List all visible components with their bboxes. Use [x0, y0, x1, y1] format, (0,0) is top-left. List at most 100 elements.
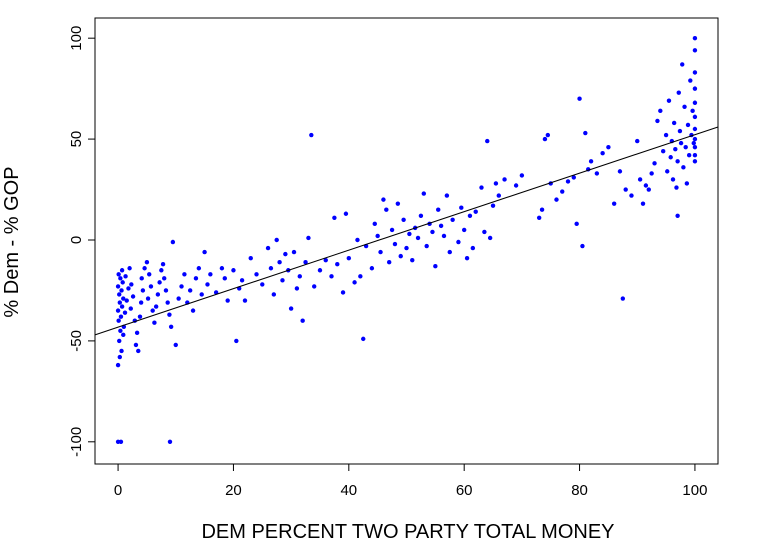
data-point [381, 197, 386, 202]
data-point [268, 266, 274, 271]
data-point [116, 272, 121, 277]
data-point [456, 239, 461, 245]
data-point [386, 259, 392, 265]
data-point [117, 338, 122, 344]
data-point [130, 294, 136, 299]
data-point [248, 255, 253, 261]
data-point [692, 144, 698, 150]
data-points [115, 35, 698, 445]
data-point [280, 278, 285, 283]
data-point [676, 90, 681, 95]
data-point [162, 276, 167, 281]
data-point [675, 159, 680, 164]
data-point [118, 328, 123, 334]
data-point [658, 108, 663, 114]
data-point [283, 251, 288, 257]
data-point [222, 276, 227, 281]
data-point [415, 235, 421, 241]
data-point [588, 159, 594, 164]
data-point [473, 209, 478, 214]
data-point [167, 312, 172, 317]
data-point [692, 100, 698, 105]
y-axis: -100 -50 0 50 100 [68, 26, 95, 457]
data-point [231, 268, 236, 273]
data-point [117, 354, 123, 360]
data-point [196, 266, 202, 271]
data-point [242, 298, 248, 303]
data-point [684, 181, 690, 186]
data-point [219, 266, 225, 271]
data-point [447, 249, 452, 255]
data-point [355, 237, 360, 243]
data-point [199, 292, 204, 297]
data-point [611, 201, 617, 206]
data-point [692, 114, 698, 120]
data-point [389, 227, 395, 233]
x-tick-label: 100 [682, 482, 707, 499]
data-point [260, 282, 265, 287]
data-point [668, 155, 673, 160]
data-point [666, 98, 672, 103]
data-point [686, 153, 692, 158]
data-point [190, 308, 196, 313]
y-tick-label: -50 [68, 330, 85, 352]
data-point [685, 122, 691, 128]
data-point [554, 197, 559, 202]
data-point [137, 314, 143, 319]
data-point [487, 235, 493, 241]
data-point [265, 245, 271, 251]
data-point [159, 268, 164, 273]
data-point [277, 259, 282, 265]
data-point [410, 257, 415, 263]
y-tick-label: 50 [68, 131, 85, 148]
data-point [182, 272, 187, 277]
data-point [138, 300, 144, 305]
data-point [577, 96, 582, 101]
data-point [142, 266, 147, 271]
data-point [352, 280, 357, 285]
data-point [118, 276, 123, 281]
data-point [115, 308, 121, 313]
data-point [600, 151, 605, 156]
data-point [670, 177, 676, 182]
data-point [208, 272, 213, 277]
data-point [343, 211, 349, 216]
data-point [155, 292, 161, 297]
data-point [407, 231, 412, 237]
data-point [640, 201, 646, 206]
data-point [637, 177, 643, 182]
data-point [147, 272, 152, 277]
data-point [323, 257, 328, 263]
data-point [485, 138, 490, 144]
data-point [294, 286, 300, 291]
data-point [692, 153, 698, 158]
data-point [170, 239, 176, 245]
data-point [134, 330, 140, 336]
data-point [372, 221, 377, 227]
x-axis-title: DEM PERCENT TWO PARTY TOTAL MONEY [201, 521, 614, 543]
y-tick-label: -100 [68, 427, 85, 457]
data-point [312, 284, 317, 289]
data-point [392, 241, 398, 247]
data-point [560, 189, 565, 194]
data-point [160, 262, 166, 267]
data-point [660, 148, 666, 154]
data-point [225, 298, 230, 303]
data-point [493, 181, 499, 186]
data-point [652, 161, 657, 166]
data-point [202, 249, 207, 255]
data-point [536, 215, 542, 220]
data-point [173, 342, 178, 348]
data-point [683, 144, 688, 150]
data-point [129, 282, 134, 287]
data-point [655, 118, 660, 124]
data-point [433, 264, 438, 269]
data-point [335, 262, 340, 267]
data-point [120, 280, 125, 285]
data-point [580, 243, 585, 249]
x-axis: 0 20 40 60 80 100 [114, 464, 707, 499]
data-point [340, 290, 346, 295]
data-point [176, 296, 181, 301]
data-point [128, 306, 133, 311]
data-point [152, 320, 157, 325]
